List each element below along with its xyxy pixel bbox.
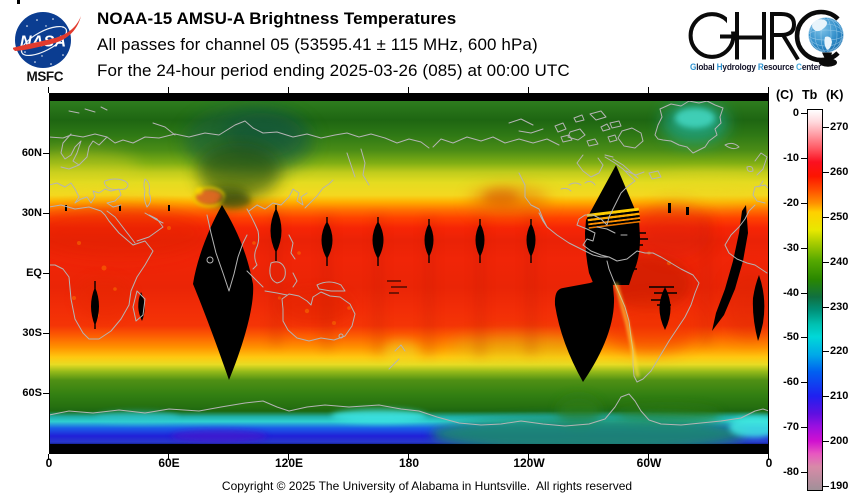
svg-text:MSFC: MSFC <box>27 69 64 84</box>
